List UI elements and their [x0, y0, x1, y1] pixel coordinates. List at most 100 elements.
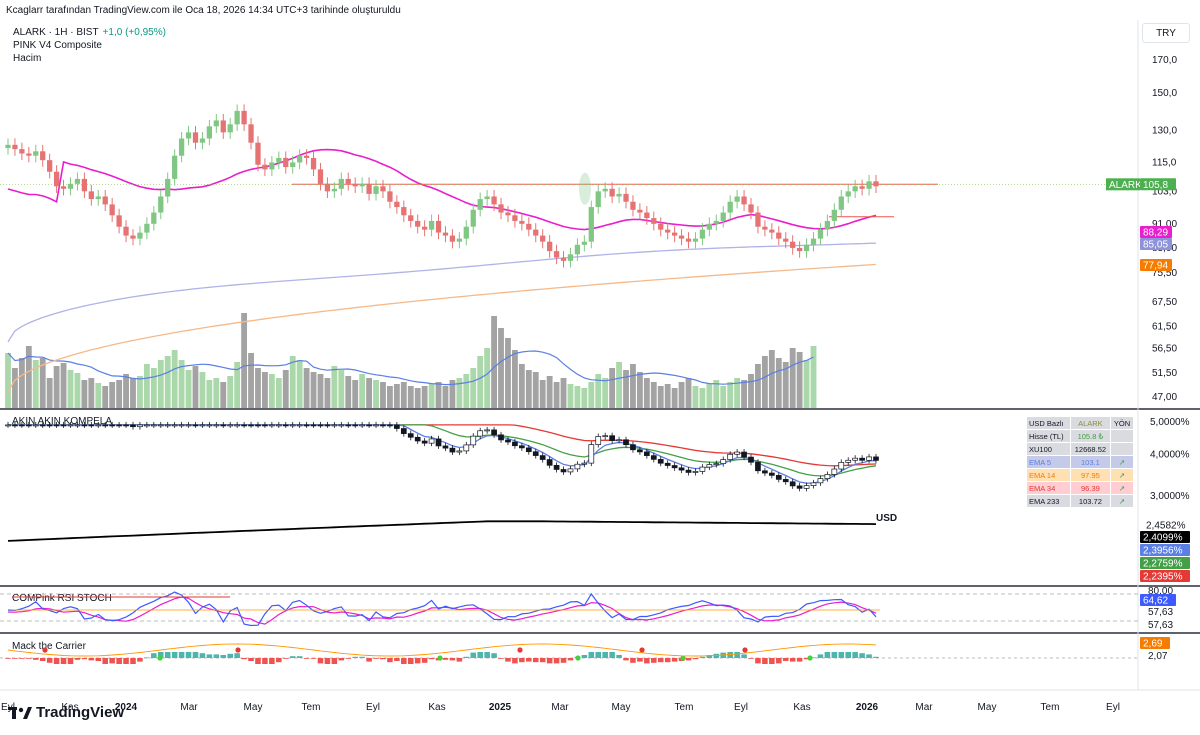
carrier-histogram-bar	[276, 658, 282, 663]
volume-bar	[650, 382, 657, 408]
usd-table-cell: 105.8 ₺	[1069, 429, 1112, 443]
volume-bar	[387, 386, 393, 408]
carrier-histogram-bar	[407, 658, 414, 664]
peach-ma-line	[7, 263, 877, 392]
usd-candle-body	[192, 424, 199, 427]
candle-body	[560, 257, 567, 261]
rsi-tick-label: 80,00	[1148, 586, 1173, 597]
tradingview-logo[interactable]: TradingView	[8, 704, 124, 721]
candle-body	[595, 191, 601, 208]
indicator-volume[interactable]: Hacim	[13, 53, 42, 64]
usd-candle-body	[796, 485, 803, 489]
usd-candle-body	[414, 436, 421, 442]
candle-body	[408, 215, 414, 221]
carrier-histogram-bar	[470, 652, 477, 658]
candle-body	[415, 220, 421, 227]
usd-table-row: EMA 233 103.72 ↗	[1026, 494, 1134, 508]
usd-candle-body	[227, 424, 234, 427]
volume-bar	[546, 376, 553, 408]
usd-candle-body	[873, 456, 879, 461]
carrier-histogram-bar	[484, 652, 490, 658]
carrier-histogram-bar	[303, 658, 310, 659]
time-axis-label: Mar	[915, 702, 933, 713]
usd-candle-body	[768, 472, 775, 476]
usd-candle-body	[741, 451, 747, 458]
volume-bar	[157, 360, 164, 408]
price-tick-label: 51,50	[1152, 368, 1177, 379]
usd-candle-body	[400, 428, 407, 434]
carrier-histogram-bar	[526, 658, 532, 662]
candle-body	[137, 232, 143, 239]
candle-body	[519, 220, 525, 224]
pink-ma-tag-text: 88,29	[1143, 228, 1168, 239]
carrier-histogram-bar	[637, 658, 643, 662]
usd-table: USD Bazlı ALARK YÖN Hisse (TL) 105.8 ₺ XU100 1…	[1026, 416, 1134, 508]
candle-body	[449, 235, 456, 242]
candle-body	[553, 251, 560, 258]
lavender-ma-tag	[1140, 238, 1172, 250]
carrier-histogram-bar	[289, 656, 296, 658]
usd-candle-body	[588, 444, 595, 464]
usd-candle-body	[630, 444, 636, 451]
lavender-ma-line	[7, 242, 877, 343]
carrier-histogram-bar	[651, 658, 657, 663]
carrier-tag	[1140, 637, 1170, 649]
volume-bar	[616, 362, 622, 408]
usd-candle-body	[130, 424, 136, 428]
candle-body	[47, 160, 53, 172]
usd-candle-body	[137, 424, 143, 428]
candle-body	[602, 188, 608, 192]
price-tick-label: 47,00	[1152, 392, 1177, 403]
usd-table-row: XU100 12668.52	[1026, 442, 1134, 456]
symbol-line[interactable]: ALARK · 1H · BIST +1,0 (+0,95%)	[13, 26, 166, 39]
time-axis-label: May	[612, 702, 631, 713]
tradingview-logo-icon	[8, 706, 32, 719]
candle-body	[678, 235, 685, 239]
volume-bar	[775, 358, 782, 408]
volume-bar	[171, 350, 178, 408]
usd-candle-body	[421, 440, 428, 444]
carrier-signal-dot	[437, 655, 443, 661]
candle-body	[74, 178, 81, 184]
candle-body	[727, 201, 733, 213]
volume-bar	[789, 348, 796, 408]
carrier-histogram-bar	[178, 652, 185, 658]
usd-candle-body	[53, 424, 60, 427]
carrier-histogram-bar	[39, 658, 46, 661]
volume-bar	[380, 382, 386, 408]
candle-body	[762, 226, 768, 230]
carrier-histogram-bar	[685, 658, 692, 661]
candle-body	[581, 241, 587, 245]
volume-bar	[623, 370, 629, 408]
volume-bar	[407, 386, 414, 408]
carrier-histogram-bar	[255, 658, 261, 664]
volume-bar	[67, 370, 74, 408]
candle-body	[810, 238, 817, 245]
carrier-histogram-bar	[553, 658, 560, 664]
time-axis-label: Tem	[302, 702, 321, 713]
usd-table-header-cell: USD Bazlı	[1026, 416, 1071, 430]
carrier-histogram-bar	[803, 658, 810, 660]
volume-bar	[25, 346, 32, 408]
usd-candle-body	[262, 424, 268, 427]
volume-bar	[636, 372, 643, 408]
carrier-histogram-bar	[567, 658, 574, 661]
carrier-histogram-bar	[269, 658, 275, 664]
usd-candle-body	[657, 459, 664, 464]
carrier-histogram-bar	[845, 652, 852, 658]
carrier-histogram-bar	[373, 658, 379, 659]
carrier-histogram-bar	[352, 656, 358, 658]
carrier-histogram-bar	[401, 658, 407, 664]
usd-candle-body	[706, 464, 713, 468]
rsi-tag	[1140, 594, 1176, 606]
time-axis-label: Mar	[180, 702, 198, 713]
usd-candle-body	[838, 462, 845, 470]
candle-body	[199, 138, 206, 143]
pane-title-usd: AKIN AKIN KOMPELA	[12, 416, 112, 427]
carrier-histogram-bar	[102, 658, 108, 664]
carrier-histogram-bar	[859, 653, 865, 658]
currency-button[interactable]: TRY	[1142, 23, 1190, 43]
indicator-pink-composite[interactable]: PINK V4 Composite	[13, 40, 102, 51]
usd-candle-body	[39, 424, 46, 427]
